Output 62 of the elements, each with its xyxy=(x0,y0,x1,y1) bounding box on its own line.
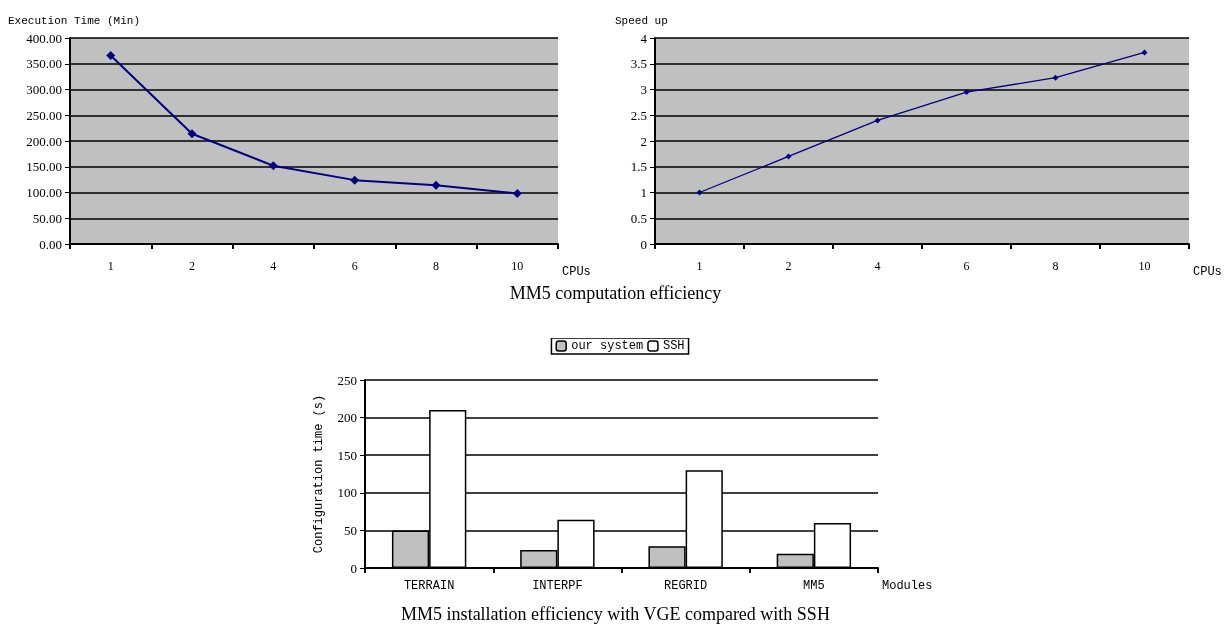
point xyxy=(106,51,116,61)
x-axis-title: CPUs xyxy=(562,265,591,279)
x-tick-label: 4 xyxy=(874,259,881,273)
x-tick-label: 1 xyxy=(107,259,114,273)
x-tick-label: 8 xyxy=(433,259,439,273)
y-tick-label: 0.5 xyxy=(630,210,647,226)
x-tick-label: MM5 xyxy=(803,579,825,593)
y-tick-label: 2.5 xyxy=(630,107,647,123)
y-tick-label: 0.00 xyxy=(39,236,62,252)
y-tick-label: 4 xyxy=(640,30,648,46)
y-tick-label: 3.5 xyxy=(630,56,647,72)
point xyxy=(512,189,522,199)
x-tick-label: 10 xyxy=(1138,259,1151,273)
y-tick-label: 200 xyxy=(337,410,357,426)
point xyxy=(1141,49,1148,56)
y-tick-label: 100.00 xyxy=(26,185,62,200)
x-tick-label: 8 xyxy=(1052,259,1059,273)
point xyxy=(785,153,792,160)
y-tick-label: 150.00 xyxy=(26,159,62,175)
y-tick-label: 3 xyxy=(640,82,647,97)
y-tick-label: 100 xyxy=(337,485,357,501)
text: MM5 installation efficiency with VGE compared with SSH xyxy=(400,604,831,625)
point xyxy=(187,129,197,139)
point xyxy=(963,89,970,96)
point xyxy=(874,117,881,124)
x-tick-label: 4 xyxy=(270,259,277,273)
y-tick-label: 150 xyxy=(337,447,357,463)
y-tick-label: 400.00 xyxy=(26,30,62,46)
y-tick-label: 350.00 xyxy=(26,56,62,72)
x-tick-label: 1 xyxy=(696,259,703,273)
point xyxy=(696,189,703,196)
text: MM5 computation efficiency xyxy=(508,283,723,304)
point xyxy=(431,180,441,190)
y-tick-label: 50.00 xyxy=(32,210,62,226)
y-tick-label: 200.00 xyxy=(26,133,62,149)
legend-label: our system xyxy=(571,339,644,353)
y-axis-title: Speed up xyxy=(615,14,668,27)
y-tick-label: 50 xyxy=(344,522,357,538)
x-tick-label: 10 xyxy=(511,259,524,273)
y-tick-label: 0 xyxy=(640,236,647,252)
x-tick-label: INTERPF xyxy=(532,579,583,593)
point xyxy=(350,175,360,185)
legend-label: SSH xyxy=(662,339,685,353)
y-tick-label: 1 xyxy=(640,185,647,200)
x-tick-label: 6 xyxy=(351,259,358,273)
y-axis-title: Execution Time (Min) xyxy=(8,14,141,27)
x-tick-label: REGRID xyxy=(664,579,708,593)
y-tick-label: 250.00 xyxy=(26,107,62,123)
x-tick-label: 6 xyxy=(963,259,970,273)
x-tick-label: 2 xyxy=(189,259,195,273)
y-tick-label: 1.5 xyxy=(630,159,647,175)
y-tick-label: 0 xyxy=(350,560,357,576)
x-axis-title: CPUs xyxy=(1193,265,1222,279)
x-tick-label: 2 xyxy=(785,259,792,273)
point xyxy=(268,161,278,171)
x-axis-title: Modules xyxy=(882,579,933,593)
y-tick-label: 2 xyxy=(640,133,647,149)
point xyxy=(1052,74,1059,81)
y-tick-label: 250 xyxy=(337,372,357,388)
y-tick-label: 300.00 xyxy=(26,82,62,97)
x-tick-label: TERRAIN xyxy=(403,579,455,593)
y-axis-title: Configuration time (s) xyxy=(312,394,326,554)
